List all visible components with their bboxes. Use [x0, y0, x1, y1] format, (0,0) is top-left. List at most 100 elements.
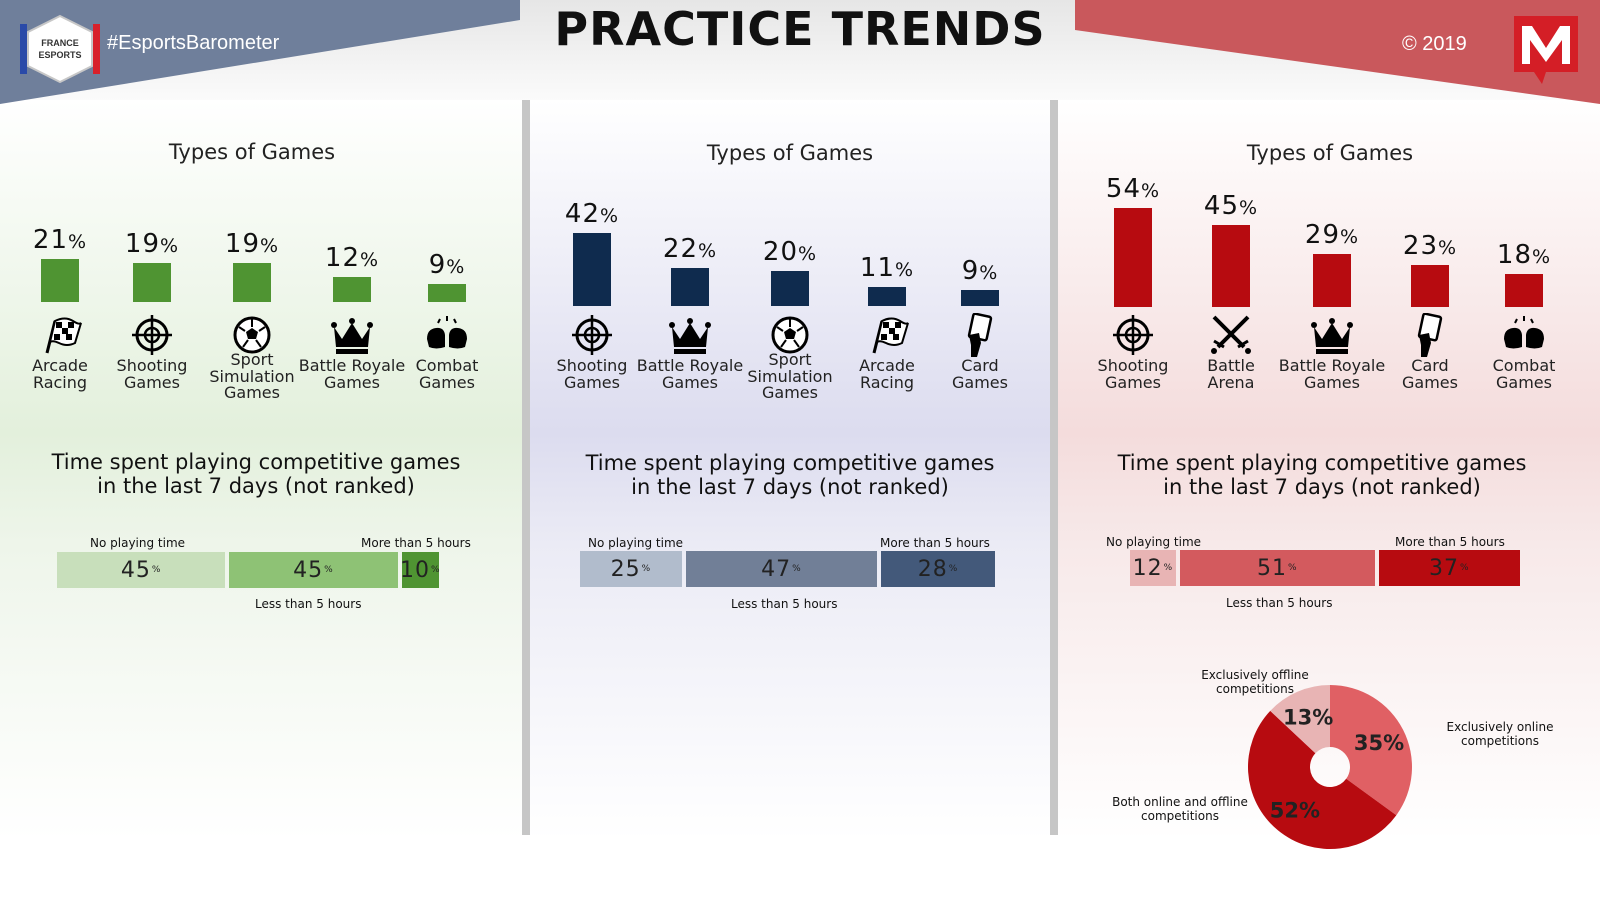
category-label-line: Games	[124, 372, 180, 392]
time-title-line: in the last 7 days (not ranked)	[97, 474, 415, 498]
category-label-line: Card	[1411, 356, 1449, 375]
donut-category-label: Exclusively online competitions	[1446, 720, 1554, 748]
bar-value: 19	[124, 229, 161, 260]
bar-value-label: 20%	[740, 237, 840, 267]
category-label-line: Games	[564, 372, 620, 392]
category-label: Combat Games	[392, 357, 502, 391]
bar-value: 22	[662, 233, 699, 264]
percent-sign: %	[160, 235, 180, 258]
bar	[41, 258, 79, 302]
percent-sign: %	[360, 249, 380, 272]
segment-value: 47	[761, 556, 792, 582]
bar-value-label: 29%	[1282, 220, 1382, 250]
bar-value-label: 12%	[302, 243, 402, 273]
category-label: Battle Royale Games	[1277, 357, 1387, 392]
category-label-line: Games	[1105, 372, 1161, 392]
m-logo	[1514, 16, 1578, 84]
bar-value: 29	[1304, 219, 1341, 250]
time-segment: 51%	[1179, 550, 1375, 586]
hashtag: #EsportsBarometer	[107, 32, 280, 54]
bar-value-label: 18%	[1474, 240, 1574, 270]
segment-value: 28	[917, 556, 948, 582]
category-label-line: Battle Royale	[636, 356, 744, 375]
donut-value-label: 52%	[1270, 798, 1320, 822]
percent-sign: %	[979, 262, 999, 285]
bar	[333, 277, 371, 302]
category-label: Arcade Racing	[832, 357, 942, 392]
percent-sign: %	[641, 564, 652, 574]
category-label-line: Games	[224, 383, 280, 402]
bar-value: 9	[428, 249, 447, 280]
time-segment: 25%	[580, 551, 682, 587]
legend-less-than-5-hours: Less than 5 hours	[255, 597, 362, 611]
percent-sign: %	[948, 564, 959, 574]
category-label-line: Racing	[859, 372, 915, 392]
time-title-line: Time spent playing competitive games	[585, 451, 995, 475]
percent-sign: %	[1460, 563, 1470, 573]
bar-value-label: 54%	[1083, 174, 1183, 204]
category-label-line: Arcade	[32, 356, 88, 375]
percent-sign: %	[1239, 196, 1259, 219]
time-segment: 28%	[881, 551, 995, 587]
segment-value: 51	[1256, 555, 1287, 581]
bar-value-label: 9%	[930, 256, 1030, 286]
bar-value-label: 9%	[397, 250, 497, 280]
percent-sign: %	[68, 230, 88, 253]
category-label-line: Battle Royale	[298, 356, 406, 375]
category-label: Arcade Racing	[5, 356, 115, 391]
boxing-gloves-icon	[1504, 316, 1544, 349]
category-label: Battle Arena	[1176, 357, 1286, 391]
time-title-line: in the last 7 days (not ranked)	[631, 475, 949, 499]
time-title: Time spent playing competitive games in t…	[1072, 451, 1572, 499]
time-segment: 12%	[1130, 550, 1176, 586]
bar-value: 12	[324, 243, 361, 274]
bar-value: 9	[961, 256, 980, 287]
segment-value: 37	[1429, 555, 1460, 581]
bar	[1505, 274, 1543, 307]
percent-sign: %	[1340, 225, 1360, 248]
crown-icon	[1311, 318, 1353, 354]
bar	[1411, 264, 1449, 307]
bar-value: 11	[859, 252, 896, 283]
bar	[671, 267, 709, 306]
donut-category-label: Both online and offline competitions	[1112, 795, 1248, 823]
percent-sign: %	[260, 235, 280, 258]
time-segment: 10%	[400, 552, 440, 588]
category-label: Shooting Games	[1078, 357, 1188, 392]
soccer-ball-icon	[771, 316, 809, 354]
boxing-gloves-icon	[427, 316, 467, 349]
segment-value: 12	[1132, 555, 1163, 581]
percent-sign: %	[1438, 236, 1458, 259]
time-segment: 45%	[57, 552, 226, 588]
donut-slice	[1247, 710, 1397, 850]
legend-more-than-5-hours: More than 5 hours	[361, 536, 471, 550]
bar	[133, 263, 171, 302]
time-title: Time spent playing competitive games in t…	[6, 450, 506, 498]
legend-no-playing-time: No playing time	[588, 536, 684, 550]
card-hand-icon	[967, 313, 993, 357]
crosshair-icon	[572, 315, 612, 355]
bar	[233, 263, 271, 302]
percent-sign: %	[1287, 563, 1298, 573]
crossed-swords-icon	[1211, 315, 1251, 354]
copyright: © 2019	[1402, 33, 1467, 55]
category-label-line: Games	[1304, 372, 1360, 392]
bar-value-label: 22%	[640, 234, 740, 264]
bar	[428, 283, 466, 302]
donut-slice	[1270, 685, 1330, 754]
time-title-line: Time spent playing competitive games	[51, 450, 461, 474]
bar	[961, 290, 999, 306]
racing-flag-icon	[45, 317, 82, 354]
category-label: Card Games	[925, 357, 1035, 391]
category-label: Card Games	[1375, 356, 1485, 391]
bar-value: 45	[1203, 190, 1240, 221]
legend-no-playing-time: No playing time	[90, 536, 186, 550]
logo-text-france: FRANCE	[41, 38, 79, 48]
bar	[1212, 224, 1250, 307]
bar-value-label: 21%	[10, 225, 110, 255]
bar	[573, 232, 611, 306]
time-title-line: in the last 7 days (not ranked)	[1163, 475, 1481, 499]
category-label-line: Games	[762, 383, 818, 402]
